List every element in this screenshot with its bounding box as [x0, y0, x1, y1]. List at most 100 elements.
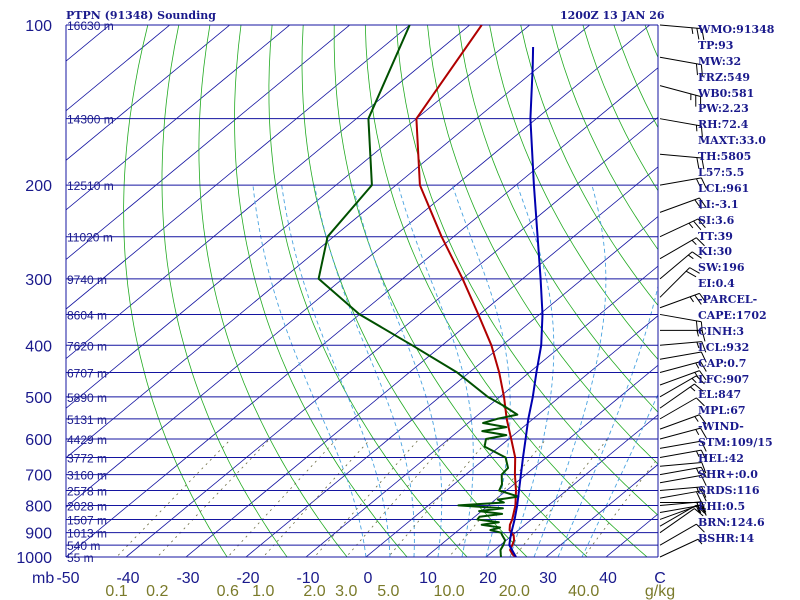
isotherm-line	[305, 265, 658, 557]
wind-barb	[659, 24, 705, 40]
pressure-axis-labels: 100 200 300 400 500 600 700 800 900 1000	[16, 18, 52, 567]
dry-adiabat-line	[161, 25, 288, 557]
stat-row: EL:847	[698, 388, 742, 402]
stat-row: MAXT:33.0	[698, 134, 766, 148]
wind-barb	[659, 237, 705, 260]
wind-barb	[659, 118, 703, 138]
wind-barb	[659, 474, 707, 486]
mixing-ratio-line	[313, 438, 420, 557]
wind-barb	[659, 85, 702, 108]
stat-row: TT:39	[698, 229, 733, 243]
temperature-label: -40	[116, 570, 139, 587]
mixing-ratio-label: 1.0	[252, 583, 274, 600]
mixing-ratio-line	[583, 457, 658, 557]
height-label: 6707 m	[67, 367, 107, 381]
dry-adiabat-line	[427, 25, 658, 465]
pressure-label: 900	[25, 526, 52, 543]
temperature-profile-line	[415, 25, 517, 557]
isobar-lines	[66, 24, 658, 558]
dry-adiabat-line	[520, 25, 658, 306]
mixing-ratio-label: 40.0	[568, 583, 599, 600]
wind-barb	[659, 197, 707, 213]
wind-barb	[659, 177, 707, 190]
wind-barb	[660, 329, 706, 342]
stat-row: LFC:907	[698, 372, 750, 386]
isotherm-line	[545, 463, 658, 557]
mixing-ratio-label: 3.0	[335, 583, 357, 600]
dry-adiabat-line	[489, 25, 658, 361]
dry-adiabat-line	[301, 25, 528, 557]
dry-adiabat-line	[458, 25, 658, 413]
mixing-ratio-label: 0.2	[146, 583, 168, 600]
stat-row: RH:72.4	[698, 118, 749, 132]
mixing-ratio-label: 2.0	[303, 583, 325, 600]
stat-row: CINH:3	[698, 324, 745, 338]
temperature-label: 30	[539, 570, 557, 587]
height-label: 2578 m	[67, 485, 107, 499]
moist-adiabat-line	[509, 184, 555, 557]
wind-barb	[659, 56, 703, 76]
isotherm-line	[66, 25, 471, 360]
height-label: 55 m	[67, 551, 94, 565]
stats-panel: WMO:91348 TP:93 MW:32 FRZ:549 WB0:581 PW:2.23…	[698, 22, 798, 546]
height-label: 540 m	[67, 539, 100, 553]
isotherm-line	[66, 25, 411, 310]
stat-row: BRN:124.6	[698, 515, 765, 529]
stat-row: SRDS:116	[698, 483, 760, 497]
height-label: 5131 m	[67, 413, 107, 427]
wind-barb	[659, 397, 705, 420]
height-label: 11020 m	[67, 231, 113, 245]
mixing-ratio-label: 20.0	[499, 583, 530, 600]
wind-barb	[659, 292, 707, 309]
stat-row: EI:0.4	[698, 277, 735, 291]
temperature-label: -50	[56, 570, 79, 587]
stat-row: -WIND-	[698, 420, 744, 434]
stat-row: LI:-3.1	[698, 197, 739, 211]
stat-row: FRZ:549	[698, 70, 751, 84]
isotherm-line	[66, 25, 231, 161]
wind-barb	[659, 462, 707, 474]
mixing-ratio-unit: g/kg	[645, 583, 675, 600]
wind-barb	[659, 414, 707, 430]
station-title: PTPN (91348) Sounding	[66, 9, 216, 22]
stat-row: SW:196	[698, 261, 745, 275]
mixing-ratio-line	[115, 438, 232, 557]
isotherm-line	[66, 25, 171, 112]
stat-row: TH:5805	[698, 150, 752, 164]
height-label: 16630 m	[67, 19, 114, 33]
wind-barb	[659, 486, 707, 498]
isotherm-line	[485, 414, 658, 557]
isotherm-line	[125, 116, 658, 557]
temperature-label: -10	[296, 570, 319, 587]
wind-barb	[659, 341, 707, 353]
height-label: 4429 m	[67, 433, 107, 447]
stat-row: CAPE:1702	[698, 309, 767, 323]
temperature-label: 10	[419, 570, 437, 587]
stat-row: WMO:91348	[698, 23, 775, 36]
stat-row: EHI:0.5	[698, 499, 746, 513]
wind-barb	[659, 440, 707, 452]
temperature-axis-labels: mb -50 -40 -30 -20 -10 0 10 20 30 40 C	[32, 570, 666, 587]
stat-row: LCL:961	[698, 181, 750, 195]
height-label: 8604 m	[67, 308, 107, 322]
isotherm-line	[66, 25, 531, 409]
height-label: 5890 m	[67, 391, 107, 405]
height-label: 1507 m	[67, 513, 107, 527]
wind-barb	[659, 351, 707, 363]
moist-adiabat-lines	[252, 184, 658, 557]
pressure-label: 200	[25, 178, 52, 195]
observation-time: 1200Z 13 JAN 26	[560, 9, 665, 22]
stat-row: BSHR:14	[698, 531, 755, 545]
wind-barb	[659, 375, 705, 398]
pressure-label: 1000	[16, 550, 52, 567]
wind-barb	[659, 504, 705, 527]
isotherm-lines	[66, 25, 658, 557]
temperature-label: 0	[364, 570, 373, 587]
height-label: 3772 m	[67, 451, 107, 465]
mixing-ratio-label: 10.0	[434, 583, 465, 600]
mixing-ratio-line	[345, 438, 450, 557]
height-label: 7620 m	[67, 339, 107, 353]
stat-row: HEL:42	[698, 452, 744, 466]
pressure-unit-label: mb	[32, 570, 54, 587]
isotherm-line	[66, 67, 658, 557]
